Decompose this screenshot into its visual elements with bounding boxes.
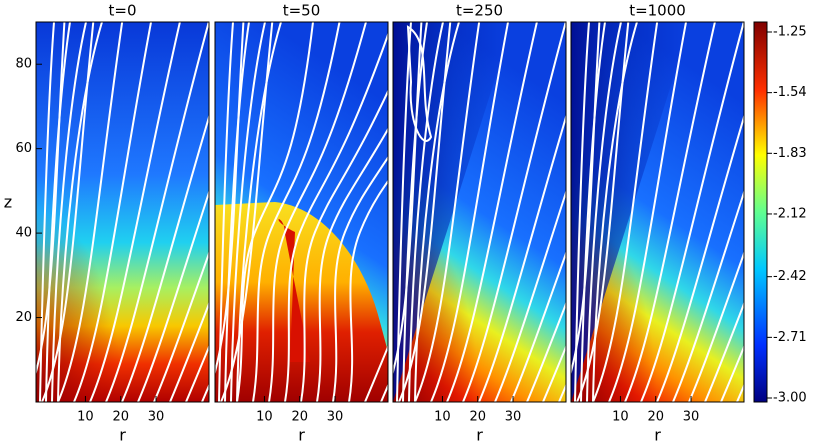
panel-title: t=50 [283, 2, 321, 20]
colorbar-tick-label: -2.71 [773, 330, 807, 345]
y-tick-label: 60 [15, 141, 32, 156]
field-line [169, 301, 209, 402]
field-line [592, 22, 638, 402]
hot-core [36, 22, 209, 402]
y-tick-label: 20 [15, 310, 32, 325]
x-tick-label: 10 [612, 410, 629, 425]
field-line [51, 22, 87, 402]
colorbar-tick-label: -1.83 [773, 146, 807, 161]
field-line [656, 113, 744, 402]
x-tick-label: 30 [327, 410, 344, 425]
field-line [672, 189, 744, 402]
field-line [268, 22, 367, 402]
field-line [640, 22, 744, 402]
panel-title: t=250 [456, 2, 503, 20]
panel [393, 22, 566, 402]
panel-frame [35, 21, 210, 403]
field-line [494, 189, 566, 402]
panel-frame [392, 21, 567, 403]
colorbar-tick-label: -3.00 [773, 391, 807, 406]
field-line [236, 22, 314, 402]
field-line [704, 301, 744, 402]
field-line [462, 22, 566, 402]
y-tick-label: 80 [15, 57, 32, 72]
panel-title: t=1000 [629, 2, 686, 20]
field-line [89, 22, 181, 402]
y-tick-label: 40 [15, 226, 32, 241]
panel [215, 22, 388, 402]
panel [36, 22, 209, 402]
panel-title: t=0 [109, 2, 137, 20]
field-line [57, 22, 103, 402]
colorbar-tick-label: -2.42 [773, 269, 807, 284]
field-line [57, 22, 124, 402]
field-line [608, 22, 688, 402]
field-line [218, 22, 234, 402]
field-line [478, 113, 566, 402]
panel-frame [214, 21, 389, 403]
field-line [414, 22, 460, 402]
field-line [300, 89, 388, 402]
field-line [408, 22, 444, 402]
field-line [153, 250, 209, 402]
x-tick-label: 10 [256, 410, 273, 425]
field-line [574, 22, 590, 402]
field-line [430, 22, 510, 402]
x-tick-label: 20 [469, 410, 486, 425]
field-line [332, 155, 388, 402]
field-line [230, 22, 266, 402]
field-line [446, 22, 538, 402]
field-line [580, 22, 606, 402]
field-line [121, 113, 209, 402]
x-tick-label: 30 [148, 410, 165, 425]
field-line [402, 22, 428, 402]
field-line [364, 344, 388, 402]
field-line [510, 250, 566, 402]
x-tick-label: 30 [505, 410, 522, 425]
shock-shell [215, 202, 388, 402]
field-line [236, 22, 282, 402]
x-axis-label: r [654, 426, 661, 445]
panel-frame [570, 21, 745, 403]
colorbar-tick-label: -1.54 [773, 85, 807, 100]
field-line [45, 22, 71, 402]
x-tick-label: 10 [434, 410, 451, 425]
field-line [414, 22, 481, 402]
x-tick-label: 30 [683, 410, 700, 425]
colorbar-tick-label: -2.12 [773, 206, 807, 221]
x-tick-label: 10 [77, 410, 94, 425]
colorbar [753, 21, 768, 403]
field-line [39, 22, 55, 402]
x-axis-label: r [119, 426, 126, 445]
field-line [542, 344, 566, 402]
field-line [224, 22, 250, 402]
field-line [592, 22, 659, 402]
field-line [688, 250, 744, 402]
x-tick-label: 20 [647, 410, 664, 425]
field-line [73, 22, 153, 402]
x-axis-label: r [476, 426, 483, 445]
field-line [284, 31, 388, 402]
field-line [252, 22, 341, 402]
vortex [406, 25, 433, 142]
field-line [624, 22, 716, 402]
y-axis-label: z [4, 193, 12, 212]
field-line [348, 179, 388, 402]
x-tick-label: 20 [112, 410, 129, 425]
x-tick-label: 20 [291, 410, 308, 425]
field-line [396, 22, 412, 402]
panel [571, 22, 744, 402]
colorbar-tick-label: -1.25 [773, 25, 807, 40]
field-line [526, 301, 566, 402]
x-axis-label: r [298, 426, 305, 445]
field-line [185, 344, 209, 402]
field-line [720, 344, 744, 402]
field-line [137, 189, 209, 402]
plume [278, 219, 310, 362]
field-line [586, 22, 622, 402]
field-line [316, 127, 388, 402]
field-line [105, 22, 209, 402]
